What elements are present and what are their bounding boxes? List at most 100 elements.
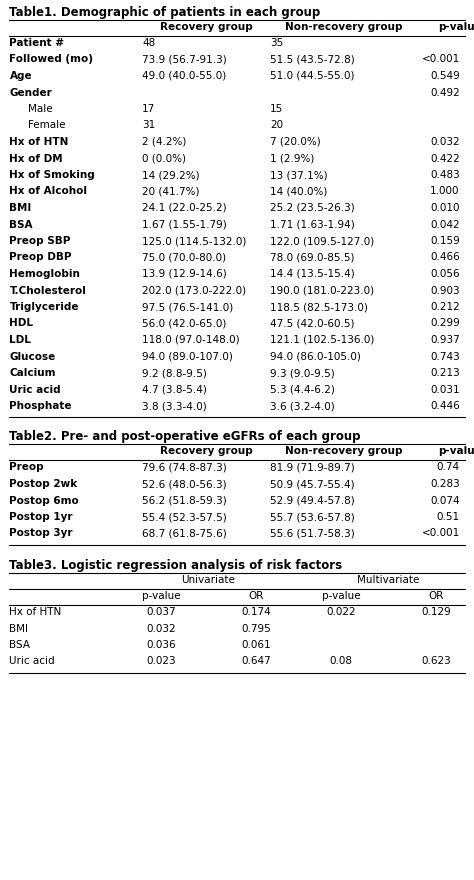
Text: 15: 15: [270, 104, 283, 114]
Text: 0.623: 0.623: [421, 656, 451, 666]
Text: 49.0 (40.0-55.0): 49.0 (40.0-55.0): [142, 71, 227, 81]
Text: 0.159: 0.159: [430, 236, 460, 246]
Text: 0.492: 0.492: [430, 87, 460, 98]
Text: Uric acid: Uric acid: [9, 656, 55, 666]
Text: Table1. Demographic of patients in each group: Table1. Demographic of patients in each …: [9, 6, 321, 19]
Text: 0.74: 0.74: [437, 463, 460, 473]
Text: Postop 2wk: Postop 2wk: [9, 479, 78, 489]
Text: 118.5 (82.5-173.0): 118.5 (82.5-173.0): [270, 302, 368, 312]
Text: 4.7 (3.8-5.4): 4.7 (3.8-5.4): [142, 385, 207, 394]
Text: 94.0 (89.0-107.0): 94.0 (89.0-107.0): [142, 351, 233, 362]
Text: Postop 1yr: Postop 1yr: [9, 512, 73, 522]
Text: <0.001: <0.001: [421, 55, 460, 64]
Text: Hemoglobin: Hemoglobin: [9, 269, 81, 279]
Text: 3.8 (3.3-4.0): 3.8 (3.3-4.0): [142, 401, 207, 411]
Text: Female: Female: [28, 121, 66, 130]
Text: 0.074: 0.074: [430, 495, 460, 505]
Text: 13.9 (12.9-14.6): 13.9 (12.9-14.6): [142, 269, 227, 279]
Text: 0.483: 0.483: [430, 170, 460, 180]
Text: 0.213: 0.213: [430, 368, 460, 378]
Text: 202.0 (173.0-222.0): 202.0 (173.0-222.0): [142, 285, 246, 296]
Text: 118.0 (97.0-148.0): 118.0 (97.0-148.0): [142, 335, 240, 345]
Text: 55.7 (53.6-57.8): 55.7 (53.6-57.8): [270, 512, 355, 522]
Text: 24.1 (22.0-25.2): 24.1 (22.0-25.2): [142, 203, 227, 213]
Text: 14 (29.2%): 14 (29.2%): [142, 170, 200, 180]
Text: Postop 3yr: Postop 3yr: [9, 529, 73, 539]
Text: BMI: BMI: [9, 624, 28, 634]
Text: Preop DBP: Preop DBP: [9, 253, 72, 262]
Text: 47.5 (42.0-60.5): 47.5 (42.0-60.5): [270, 319, 355, 328]
Text: 55.4 (52.3-57.5): 55.4 (52.3-57.5): [142, 512, 227, 522]
Text: 0.023: 0.023: [146, 656, 176, 666]
Text: 0 (0.0%): 0 (0.0%): [142, 153, 186, 164]
Text: Calcium: Calcium: [9, 368, 56, 378]
Text: 0.422: 0.422: [430, 153, 460, 164]
Text: 17: 17: [142, 104, 155, 114]
Text: 5.3 (4.4-6.2): 5.3 (4.4-6.2): [270, 385, 335, 394]
Text: 0.647: 0.647: [241, 656, 271, 666]
Text: 1 (2.9%): 1 (2.9%): [270, 153, 315, 164]
Text: Triglyceride: Triglyceride: [9, 302, 79, 312]
Text: 2 (4.2%): 2 (4.2%): [142, 137, 187, 147]
Text: 0.446: 0.446: [430, 401, 460, 411]
Text: 0.010: 0.010: [430, 203, 460, 213]
Text: 52.6 (48.0-56.3): 52.6 (48.0-56.3): [142, 479, 227, 489]
Text: Table3. Logistic regression analysis of risk factors: Table3. Logistic regression analysis of …: [9, 559, 343, 572]
Text: 75.0 (70.0-80.0): 75.0 (70.0-80.0): [142, 253, 226, 262]
Text: OR: OR: [248, 591, 264, 601]
Text: 52.9 (49.4-57.8): 52.9 (49.4-57.8): [270, 495, 355, 505]
Text: 0.212: 0.212: [430, 302, 460, 312]
Text: 51.5 (43.5-72.8): 51.5 (43.5-72.8): [270, 55, 355, 64]
Text: 0.743: 0.743: [430, 351, 460, 362]
Text: 0.937: 0.937: [430, 335, 460, 345]
Text: 14 (40.0%): 14 (40.0%): [270, 187, 328, 196]
Text: 0.032: 0.032: [146, 624, 176, 634]
Text: Phosphate: Phosphate: [9, 401, 72, 411]
Text: Hx of HTN: Hx of HTN: [9, 607, 62, 617]
Text: 0.056: 0.056: [430, 269, 460, 279]
Text: 56.0 (42.0-65.0): 56.0 (42.0-65.0): [142, 319, 227, 328]
Text: Hx of Smoking: Hx of Smoking: [9, 170, 95, 180]
Text: 79.6 (74.8-87.3): 79.6 (74.8-87.3): [142, 463, 227, 473]
Text: 78.0 (69.0-85.5): 78.0 (69.0-85.5): [270, 253, 355, 262]
Text: Univariate: Univariate: [182, 575, 236, 585]
Text: Uric acid: Uric acid: [9, 385, 61, 394]
Text: 0.037: 0.037: [146, 607, 176, 617]
Text: p-value: p-value: [322, 591, 361, 601]
Text: 0.08: 0.08: [330, 656, 353, 666]
Text: BSA: BSA: [9, 640, 30, 650]
Text: Postop 6mo: Postop 6mo: [9, 495, 79, 505]
Text: Recovery group: Recovery group: [160, 22, 253, 32]
Text: 3.6 (3.2-4.0): 3.6 (3.2-4.0): [270, 401, 335, 411]
Text: Followed (mo): Followed (mo): [9, 55, 93, 64]
Text: BMI: BMI: [9, 203, 32, 213]
Text: 56.2 (51.8-59.3): 56.2 (51.8-59.3): [142, 495, 227, 505]
Text: 9.3 (9.0-9.5): 9.3 (9.0-9.5): [270, 368, 335, 378]
Text: 1.67 (1.55-1.79): 1.67 (1.55-1.79): [142, 219, 227, 230]
Text: 0.795: 0.795: [241, 624, 271, 634]
Text: Preop: Preop: [9, 463, 44, 473]
Text: 55.6 (51.7-58.3): 55.6 (51.7-58.3): [270, 529, 355, 539]
Text: 0.032: 0.032: [430, 137, 460, 147]
Text: LDL: LDL: [9, 335, 31, 345]
Text: 81.9 (71.9-89.7): 81.9 (71.9-89.7): [270, 463, 355, 473]
Text: 97.5 (76.5-141.0): 97.5 (76.5-141.0): [142, 302, 234, 312]
Text: <0.001: <0.001: [421, 529, 460, 539]
Text: 48: 48: [142, 38, 155, 48]
Text: Multivariate: Multivariate: [357, 575, 420, 585]
Text: Recovery group: Recovery group: [160, 445, 253, 456]
Text: 0.283: 0.283: [430, 479, 460, 489]
Text: 0.51: 0.51: [437, 512, 460, 522]
Text: 1.71 (1.63-1.94): 1.71 (1.63-1.94): [270, 219, 355, 230]
Text: Glucose: Glucose: [9, 351, 56, 362]
Text: BSA: BSA: [9, 219, 33, 230]
Text: 68.7 (61.8-75.6): 68.7 (61.8-75.6): [142, 529, 227, 539]
Text: Non-recovery group: Non-recovery group: [285, 445, 402, 456]
Text: Non-recovery group: Non-recovery group: [285, 22, 402, 32]
Text: 121.1 (102.5-136.0): 121.1 (102.5-136.0): [270, 335, 374, 345]
Text: 9.2 (8.8-9.5): 9.2 (8.8-9.5): [142, 368, 207, 378]
Text: Gender: Gender: [9, 87, 52, 98]
Text: 0.129: 0.129: [421, 607, 451, 617]
Text: Hx of Alcohol: Hx of Alcohol: [9, 187, 88, 196]
Text: Age: Age: [9, 71, 32, 81]
